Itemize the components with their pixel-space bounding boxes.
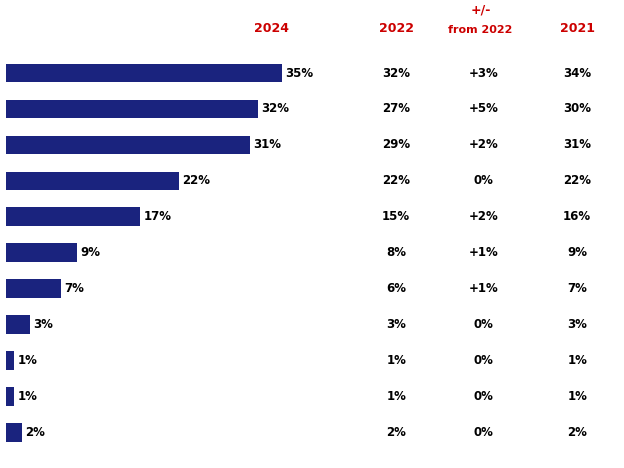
Bar <box>6 207 140 226</box>
Text: 1%: 1% <box>567 390 587 403</box>
Text: from 2022: from 2022 <box>448 25 513 35</box>
Text: 32%: 32% <box>261 102 290 116</box>
Bar <box>6 100 258 118</box>
Text: 2%: 2% <box>386 426 406 439</box>
Text: 2022: 2022 <box>379 22 414 35</box>
Text: 6%: 6% <box>386 282 406 295</box>
Text: 35%: 35% <box>285 66 313 80</box>
Bar <box>6 171 180 190</box>
Text: +2%: +2% <box>469 210 499 223</box>
Bar <box>6 279 61 298</box>
Text: 3%: 3% <box>33 318 53 331</box>
Text: 2021: 2021 <box>560 22 595 35</box>
Text: 29%: 29% <box>382 139 411 152</box>
Text: 3%: 3% <box>386 318 406 331</box>
Text: 8%: 8% <box>386 246 406 259</box>
Text: 32%: 32% <box>383 66 410 80</box>
Text: 30%: 30% <box>563 102 591 116</box>
Text: 22%: 22% <box>183 175 211 187</box>
Text: 0%: 0% <box>474 318 494 331</box>
Text: 0%: 0% <box>474 175 494 187</box>
Bar <box>6 136 250 154</box>
Text: 3%: 3% <box>567 318 587 331</box>
Text: 0%: 0% <box>474 426 494 439</box>
Text: 1%: 1% <box>17 390 37 403</box>
Text: +/-: +/- <box>470 3 490 16</box>
Text: 2%: 2% <box>567 426 587 439</box>
Text: 0%: 0% <box>474 390 494 403</box>
Text: 2024: 2024 <box>254 22 289 35</box>
Text: 1%: 1% <box>386 354 406 367</box>
Bar <box>6 423 22 442</box>
Text: 31%: 31% <box>253 139 281 152</box>
Text: +3%: +3% <box>469 66 499 80</box>
Text: 7%: 7% <box>64 282 84 295</box>
Text: 1%: 1% <box>567 354 587 367</box>
Text: 7%: 7% <box>567 282 587 295</box>
Text: 1%: 1% <box>386 390 406 403</box>
Text: 31%: 31% <box>563 139 591 152</box>
Bar <box>6 315 30 334</box>
Text: +1%: +1% <box>469 282 499 295</box>
Text: +2%: +2% <box>469 139 499 152</box>
Text: 22%: 22% <box>383 175 410 187</box>
Text: 34%: 34% <box>563 66 592 80</box>
Text: 27%: 27% <box>383 102 410 116</box>
Bar <box>6 243 77 262</box>
Text: 15%: 15% <box>382 210 411 223</box>
Text: 9%: 9% <box>567 246 587 259</box>
Text: 2%: 2% <box>25 426 45 439</box>
Text: +1%: +1% <box>469 246 499 259</box>
Text: 0%: 0% <box>474 354 494 367</box>
Text: 9%: 9% <box>80 246 100 259</box>
Text: 16%: 16% <box>563 210 592 223</box>
Bar <box>6 351 14 370</box>
Text: 1%: 1% <box>17 354 37 367</box>
Bar <box>6 64 282 82</box>
Bar <box>6 387 14 406</box>
Text: +5%: +5% <box>469 102 499 116</box>
Text: 17%: 17% <box>144 210 171 223</box>
Text: 22%: 22% <box>563 175 591 187</box>
